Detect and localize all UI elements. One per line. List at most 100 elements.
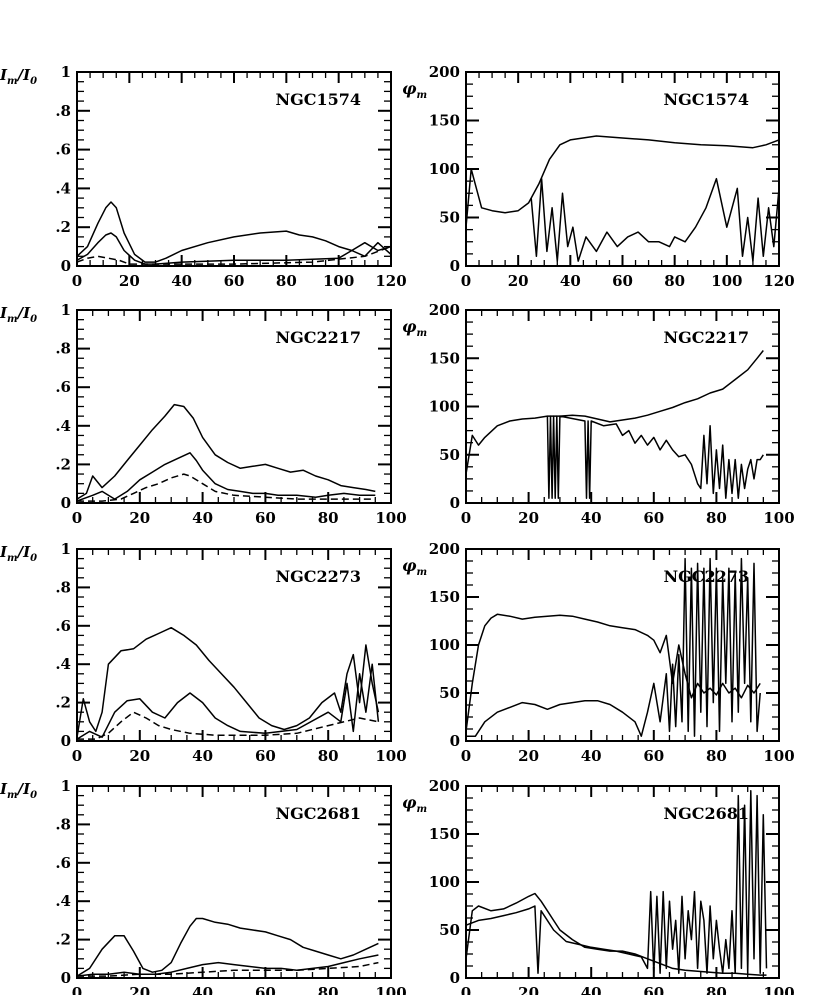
y-tick-label: 100 bbox=[429, 636, 460, 654]
x-tick-label: 60 bbox=[612, 272, 633, 290]
series-line bbox=[77, 245, 391, 265]
y-tick-label: .8 bbox=[55, 815, 71, 833]
x-tick-label: 100 bbox=[375, 984, 406, 995]
x-tick-label: 80 bbox=[276, 272, 297, 290]
y-tick-label: 50 bbox=[439, 209, 460, 227]
y-axis-label-part: I bbox=[0, 543, 8, 561]
x-tick-label: 40 bbox=[171, 272, 192, 290]
x-tick-label: 100 bbox=[375, 509, 406, 527]
panel-title: NGC2217 bbox=[275, 328, 361, 347]
x-tick-label: 40 bbox=[560, 272, 581, 290]
x-tick-label: 0 bbox=[72, 272, 82, 290]
y-tick-label: .6 bbox=[55, 141, 71, 159]
y-axis-label-part: 0 bbox=[30, 553, 37, 564]
panel-title: NGC1574 bbox=[275, 90, 361, 109]
x-tick-label: 0 bbox=[461, 984, 471, 995]
x-tick-label: 0 bbox=[72, 984, 82, 995]
y-axis-label-part: m bbox=[7, 76, 18, 87]
x-tick-label: 80 bbox=[318, 747, 339, 765]
y-tick-label: 200 bbox=[429, 301, 460, 319]
x-tick-label: 40 bbox=[581, 747, 602, 765]
y-tick-label: 0 bbox=[450, 969, 460, 987]
x-tick-label: 0 bbox=[72, 747, 82, 765]
x-tick-label: 40 bbox=[192, 509, 213, 527]
y-tick-label: 0 bbox=[450, 494, 460, 512]
y-tick-label: .2 bbox=[55, 694, 71, 712]
x-tick-label: 20 bbox=[129, 747, 150, 765]
x-tick-label: 80 bbox=[706, 984, 727, 995]
y-tick-label: .4 bbox=[55, 655, 71, 673]
y-tick-label: 50 bbox=[439, 446, 460, 464]
series-line bbox=[77, 663, 380, 740]
series-line bbox=[77, 473, 376, 502]
y-tick-label: .6 bbox=[55, 617, 71, 635]
x-tick-label: 0 bbox=[72, 509, 82, 527]
y-axis-label-part: m bbox=[7, 314, 18, 325]
series-line bbox=[77, 232, 391, 265]
x-tick-label: 120 bbox=[763, 272, 794, 290]
y-axis-label: Im/I0 bbox=[0, 304, 37, 325]
y-tick-label: 1 bbox=[61, 63, 71, 81]
y-axis-label-part: φ bbox=[402, 793, 417, 812]
y-tick-label: 50 bbox=[439, 684, 460, 702]
panel-title: NGC2681 bbox=[275, 804, 361, 823]
x-tick-label: 20 bbox=[518, 747, 539, 765]
x-tick-label: 80 bbox=[706, 509, 727, 527]
x-tick-label: 80 bbox=[318, 509, 339, 527]
y-axis-label: Im/I0 bbox=[0, 66, 37, 87]
series-line bbox=[466, 613, 761, 732]
series-line bbox=[466, 135, 779, 228]
y-axis-label-part: m bbox=[7, 553, 18, 564]
x-tick-label: 100 bbox=[763, 984, 794, 995]
y-tick-label: 0 bbox=[450, 257, 460, 275]
series-line bbox=[466, 350, 764, 475]
series-line bbox=[77, 626, 380, 738]
y-tick-label: 150 bbox=[429, 112, 460, 130]
y-axis-label-part: /I bbox=[16, 780, 31, 798]
y-axis-label-part: I bbox=[0, 66, 8, 84]
x-tick-label: 80 bbox=[706, 747, 727, 765]
y-axis-label: φm bbox=[402, 317, 427, 339]
series-line bbox=[466, 557, 761, 737]
x-tick-label: 20 bbox=[129, 984, 150, 995]
y-tick-label: .2 bbox=[55, 455, 71, 473]
y-tick-label: 100 bbox=[429, 398, 460, 416]
panel-title: NGC2217 bbox=[663, 328, 749, 347]
y-axis-label: φm bbox=[402, 793, 427, 815]
x-tick-label: 0 bbox=[461, 747, 471, 765]
x-tick-label: 60 bbox=[643, 984, 664, 995]
y-tick-label: 1 bbox=[61, 777, 71, 795]
y-axis-label-part: m bbox=[416, 328, 427, 339]
x-tick-label: 60 bbox=[255, 509, 276, 527]
y-axis-label-part: m bbox=[416, 804, 427, 815]
x-tick-label: 100 bbox=[375, 747, 406, 765]
x-tick-label: 40 bbox=[192, 747, 213, 765]
series-line bbox=[546, 415, 764, 499]
y-axis-label-part: /I bbox=[16, 543, 31, 561]
y-tick-label: 0 bbox=[61, 494, 71, 512]
x-tick-label: 0 bbox=[461, 509, 471, 527]
y-axis-label: Im/I0 bbox=[0, 780, 37, 801]
panel-title: NGC1574 bbox=[663, 90, 749, 109]
series-line bbox=[77, 452, 376, 502]
y-axis-label-part: φ bbox=[402, 79, 417, 98]
y-axis-label-part: 0 bbox=[30, 76, 37, 87]
y-axis-label-part: m bbox=[416, 567, 427, 578]
x-tick-label: 60 bbox=[255, 984, 276, 995]
series-line bbox=[77, 954, 379, 977]
series-line bbox=[77, 403, 376, 500]
x-tick-label: 100 bbox=[711, 272, 742, 290]
x-tick-label: 0 bbox=[461, 272, 471, 290]
x-tick-label: 60 bbox=[224, 272, 245, 290]
series-line bbox=[466, 790, 768, 974]
y-axis-label-part: φ bbox=[402, 556, 417, 575]
series-line bbox=[77, 917, 379, 977]
y-axis-label-part: m bbox=[416, 90, 427, 101]
x-tick-label: 20 bbox=[518, 509, 539, 527]
y-tick-label: 200 bbox=[429, 63, 460, 81]
y-axis-label-part: φ bbox=[402, 317, 417, 336]
y-tick-label: .6 bbox=[55, 378, 71, 396]
